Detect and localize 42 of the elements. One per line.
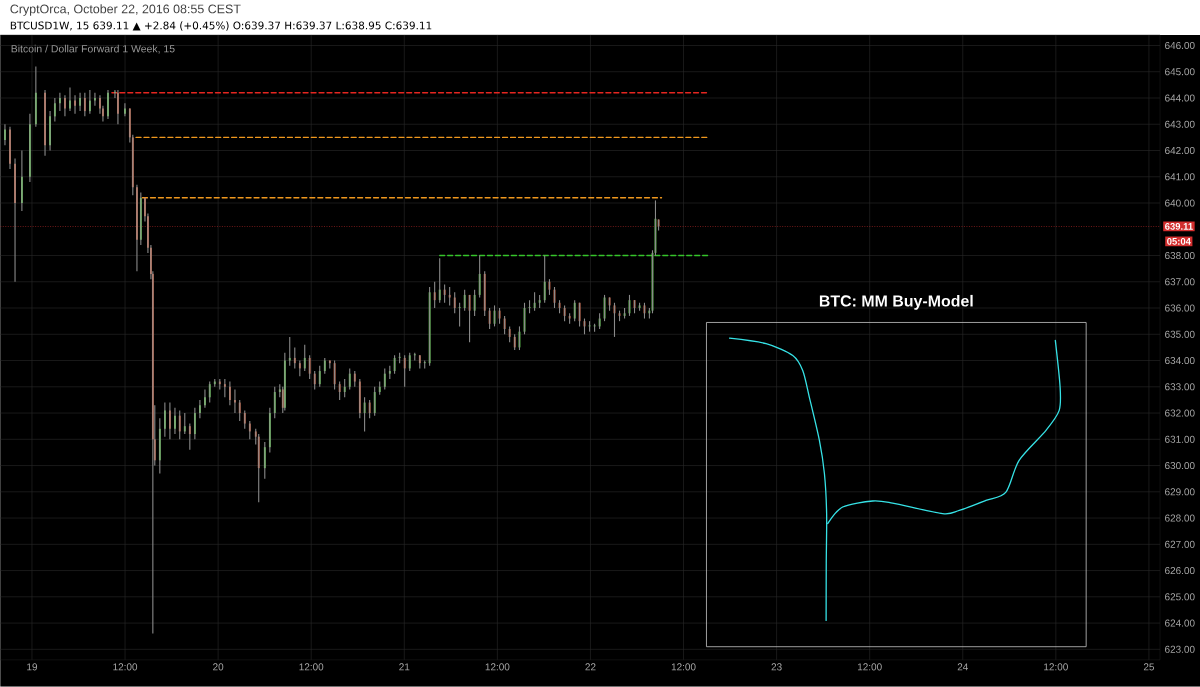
annotation: BTC: MM Buy-Model — [819, 294, 973, 310]
y-tick-label: 641.00 — [1165, 173, 1195, 181]
chart-subtitle: BTCUSD1W, 15 639.11 ▲ +2.84 (+0.45%) O:639.37 H:639.37 L:638.95 C:639.11 — [10, 21, 432, 31]
y-tick-label: 636.00 — [1165, 304, 1195, 312]
y-tick-label: 637.00 — [1165, 278, 1195, 286]
y-tick-label: 643.00 — [1165, 120, 1195, 128]
x-tick-label: 20 — [213, 663, 224, 671]
x-tick-label: 24 — [957, 663, 969, 671]
y-tick-label: 642.00 — [1165, 147, 1195, 155]
y-tick-label: 644.00 — [1165, 94, 1195, 102]
y-tick-label: 628.00 — [1165, 514, 1195, 522]
y-tick-label: 646.00 — [1165, 42, 1195, 50]
y-tick-label: 630.00 — [1165, 462, 1195, 470]
x-tick-label: 12:00 — [299, 663, 324, 671]
x-tick-label: 25 — [1143, 663, 1155, 671]
text: 05:04 — [1167, 238, 1191, 245]
y-tick-label: 632.00 — [1165, 409, 1195, 417]
x-tick-label: 22 — [585, 663, 596, 671]
y-tick-label: 633.00 — [1165, 383, 1195, 391]
x-tick-label: 19 — [27, 663, 38, 671]
y-tick-label: 635.00 — [1165, 330, 1195, 338]
y-tick-label: 631.00 — [1165, 435, 1195, 443]
x-tick-label: 12:00 — [1044, 663, 1068, 671]
x-tick-label: 23 — [771, 663, 782, 671]
y-tick-label: 625.00 — [1165, 593, 1195, 601]
x-tick-label: 21 — [399, 663, 410, 671]
ref-line-label: 639.11 — [1165, 223, 1193, 230]
x-tick-label: 12:00 — [671, 663, 696, 671]
y-tick-label: 640.00 — [1165, 199, 1195, 207]
y-tick-label: 626.00 — [1165, 567, 1195, 575]
y-tick-label: 645.00 — [1165, 68, 1195, 76]
x-tick-label: 12:00 — [113, 663, 138, 671]
y-tick-label: 627.00 — [1165, 540, 1195, 548]
x-tick-label: 12:00 — [857, 663, 882, 671]
y-tick-label: 624.00 — [1165, 619, 1195, 627]
y-tick-label: 638.00 — [1165, 252, 1195, 260]
y-tick-label: 629.00 — [1165, 488, 1195, 496]
y-tick-label: 634.00 — [1165, 357, 1195, 365]
annotation: Bitcoin / Dollar Forward 1 Week, 15 — [11, 44, 175, 54]
chart-title: CryptOrca, October 22, 2016 08:55 CEST — [10, 4, 241, 16]
y-tick-label: 623.00 — [1165, 645, 1195, 653]
x-tick-label: 12:00 — [485, 663, 510, 671]
